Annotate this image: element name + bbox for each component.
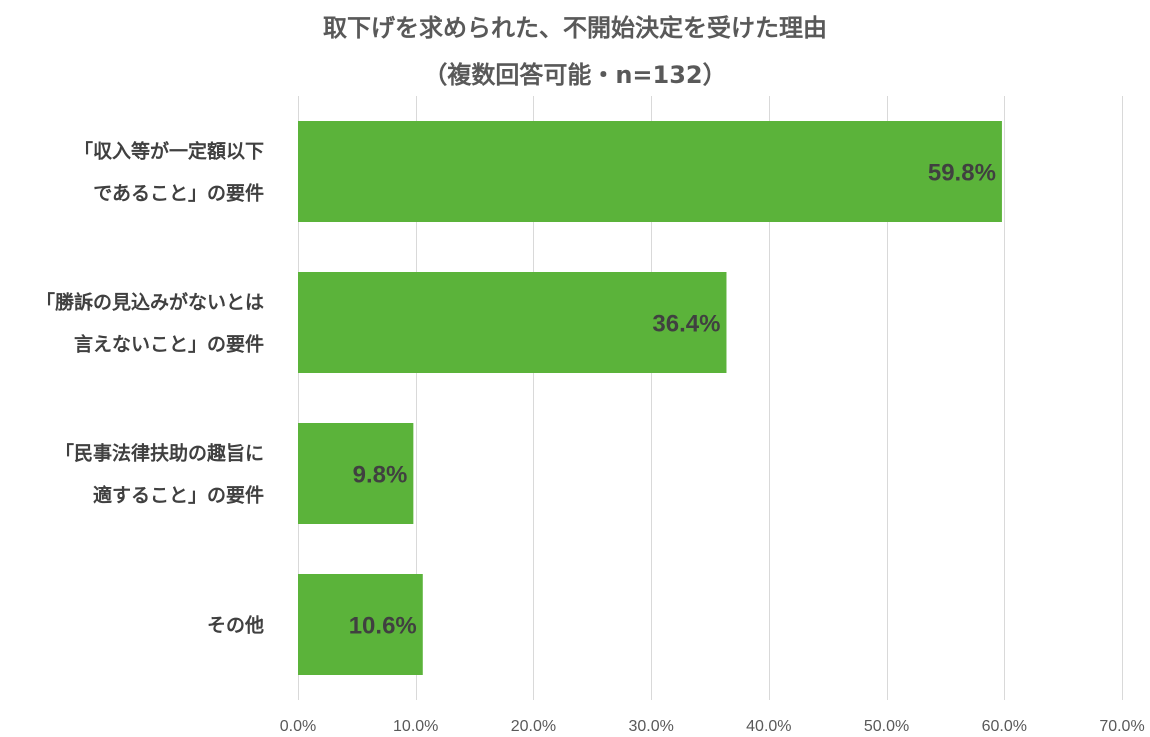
- x-tick-label-4: 40.0%: [746, 718, 791, 735]
- chart-title-line-1: 取下げを求められた、不開始決定を受けた理由: [323, 14, 827, 42]
- bar-1: [298, 272, 727, 373]
- x-tick-label-1: 10.0%: [393, 718, 438, 735]
- category-label-0-line-1: 「収入等が一定額以下: [74, 140, 264, 163]
- category-label-2-line-1: 「民事法律扶助の趣旨に: [55, 442, 264, 465]
- bars: 59.8% 36.4% 9.8% 10.6%: [298, 121, 1002, 675]
- category-label-2-line-2: 適すること」の要件: [93, 484, 264, 507]
- x-axis-tick-labels: 0.0% 10.0% 20.0% 30.0% 40.0% 50.0% 60.0% 70.0%: [280, 718, 1145, 735]
- x-tick-label-6: 60.0%: [982, 718, 1027, 735]
- bar-3: [298, 574, 423, 675]
- bar-value-label-0: 59.8%: [928, 160, 996, 187]
- chart-title-line-2: （複数回答可能・n=132）: [423, 61, 726, 89]
- category-label-1-line-2: 言えないこと」の要件: [74, 333, 264, 356]
- category-label-0-line-2: であること」の要件: [93, 182, 264, 205]
- bar-0: [298, 121, 1002, 222]
- x-tick-label-0: 0.0%: [280, 718, 316, 735]
- category-label-3-line-1: その他: [207, 614, 264, 637]
- x-tick-label-7: 70.0%: [1099, 718, 1144, 735]
- bar-2: [298, 423, 414, 524]
- bar-value-label-3: 10.6%: [349, 613, 417, 640]
- bar-value-label-1: 36.4%: [652, 311, 720, 338]
- category-label-1-line-1: 「勝訴の見込みがないとは: [36, 291, 264, 314]
- category-labels: 「収入等が一定額以下であること」の要件「勝訴の見込みがないとは言えないこと」の要…: [36, 140, 264, 637]
- chart-title: 取下げを求められた、不開始決定を受けた理由 （複数回答可能・n=132）: [323, 14, 827, 89]
- x-tick-label-3: 30.0%: [628, 718, 673, 735]
- x-tick-label-5: 50.0%: [864, 718, 909, 735]
- x-tick-label-2: 20.0%: [511, 718, 556, 735]
- bar-value-label-2: 9.8%: [353, 462, 408, 489]
